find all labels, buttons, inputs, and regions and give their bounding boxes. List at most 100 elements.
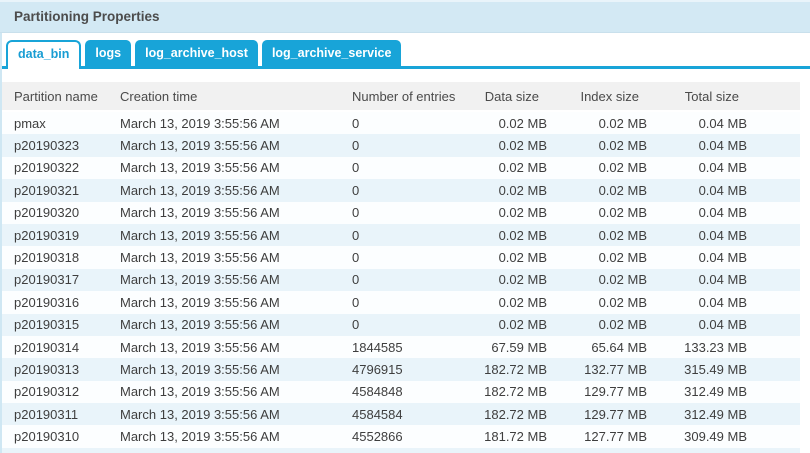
column-header-spacer	[751, 82, 800, 112]
table-cell: 0.02 MB	[598, 182, 647, 198]
table-cell: March 13, 2019 3:55:56 AM	[120, 250, 280, 266]
table-row[interactable]: p20190312 March 13, 2019 3:55:56 AM 458484…	[2, 380, 800, 404]
table-cell: 0.02 MB	[598, 272, 647, 288]
table-cell: 0.04 MB	[698, 272, 747, 288]
table-cell: 0.02 MB	[598, 205, 647, 221]
table-cell: March 13, 2019 3:55:56 AM	[120, 384, 280, 400]
table-row[interactable]: p20190320 March 13, 2019 3:55:56 AM 0 0.02 …	[2, 201, 800, 224]
table-row[interactable]: p20190311 March 13, 2019 3:55:56 AM 458458…	[2, 403, 800, 426]
table-cell: 129.77 MB	[584, 384, 647, 400]
table-cell: March 13, 2019 3:55:56 AM	[120, 317, 280, 333]
table-row[interactable]: pmax March 13, 2019 3:55:56 AM 0 0.02 MB 0.0…	[2, 111, 800, 135]
table-cell: 0.04 MB	[698, 317, 747, 333]
table-row[interactable]: p20190318 March 13, 2019 3:55:56 AM 0 0.02 …	[2, 246, 800, 269]
table-cell-spacer	[751, 224, 800, 246]
table-cell: March 13, 2019 3:55:56 AM	[120, 227, 280, 243]
table-cell: 0.02 MB	[598, 294, 647, 310]
table-cell-spacer	[751, 202, 800, 224]
table-cell: 0.02 MB	[498, 160, 547, 176]
table-cell: 0.04 MB	[698, 160, 747, 176]
table-cell: 4584584	[352, 406, 403, 422]
table-row[interactable]: p20190323 March 13, 2019 3:55:56 AM 0 0.02 …	[2, 134, 800, 157]
table-cell: p20190320	[14, 205, 80, 221]
table-cell-spacer	[751, 425, 800, 447]
table-cell: 133.23 MB	[684, 339, 747, 355]
table-cell: p20190317	[14, 272, 80, 288]
table-row[interactable]: p20190315 March 13, 2019 3:55:56 AM 0 0.02 …	[2, 313, 800, 336]
table-cell: 0.04 MB	[698, 182, 747, 198]
table-cell: 0	[352, 115, 360, 131]
table-cell: 0	[352, 138, 360, 154]
table-cell: 4796915	[352, 361, 403, 377]
table-row[interactable]: p20190313 March 13, 2019 3:55:56 AM 479691…	[2, 358, 800, 381]
tab-logs[interactable]: logs	[85, 40, 132, 66]
column-header-number-of-entries: Number of entries	[351, 82, 465, 112]
table-cell: 0	[352, 227, 360, 243]
table-cell: 0.04 MB	[698, 294, 747, 310]
table-cell: 0	[352, 250, 360, 266]
table-cell: p20190315	[14, 317, 80, 333]
table-cell: 0.02 MB	[598, 138, 647, 154]
table-cell: 182.72 MB	[484, 384, 547, 400]
tab-data_bin[interactable]: data_bin	[6, 40, 82, 69]
column-header-data-size: Data size	[465, 82, 551, 112]
table-cell: p20190313	[14, 361, 80, 377]
table-cell: 67.59 MB	[491, 339, 547, 355]
table-row[interactable]: p20190317 March 13, 2019 3:55:56 AM 0 0.02 …	[2, 268, 800, 292]
table-cell: 315.49 MB	[684, 361, 747, 377]
table-cell: 0.04 MB	[698, 138, 747, 154]
table-cell: 0.04 MB	[698, 115, 747, 131]
table-cell: 182.72 MB	[484, 361, 547, 377]
column-header-creation-time: Creation time	[120, 82, 351, 112]
tab-log_archive_service[interactable]: log_archive_service	[261, 40, 402, 66]
table-row[interactable]: p20190316 March 13, 2019 3:55:56 AM 0 0.02 …	[2, 291, 800, 314]
table-cell: March 13, 2019 3:55:56 AM	[120, 160, 280, 176]
tab-log_archive_host[interactable]: log_archive_host	[135, 40, 258, 66]
table-cell: 129.77 MB	[584, 406, 647, 422]
partition-table: Partition name Creation time Number of ent…	[2, 82, 800, 448]
table-cell: 65.64 MB	[591, 339, 647, 355]
table-cell: 0.02 MB	[498, 205, 547, 221]
table-cell-spacer	[751, 179, 800, 201]
table-cell: March 13, 2019 3:55:56 AM	[120, 339, 280, 355]
table-cell: 309.49 MB	[684, 429, 747, 445]
table-cell: p20190323	[14, 138, 80, 154]
table-cell-spacer	[751, 291, 800, 313]
table-cell: 0	[352, 182, 360, 198]
table-cell: 0	[352, 272, 360, 288]
table-row[interactable]: p20190314 March 13, 2019 3:55:56 AM 184458…	[2, 335, 800, 359]
table-cell: 0.02 MB	[498, 317, 547, 333]
table-row[interactable]: p20190310 March 13, 2019 3:55:56 AM 455286…	[2, 425, 800, 448]
table-cell: p20190319	[14, 227, 80, 243]
table-cell-spacer	[751, 269, 800, 291]
table-cell: 312.49 MB	[684, 406, 747, 422]
table-cell: 0.04 MB	[698, 227, 747, 243]
partial-next-row	[2, 447, 800, 453]
table-cell: pmax	[14, 115, 46, 131]
spacer	[2, 69, 810, 82]
table-row[interactable]: p20190319 March 13, 2019 3:55:56 AM 0 0.02 …	[2, 223, 800, 247]
table-cell: 0.02 MB	[598, 115, 647, 131]
table-row[interactable]: p20190322 March 13, 2019 3:55:56 AM 0 0.02 …	[2, 156, 800, 180]
table-cell: p20190310	[14, 429, 80, 445]
table-cell: p20190312	[14, 384, 80, 400]
table-cell: 312.49 MB	[684, 384, 747, 400]
table-cell: 0.02 MB	[598, 227, 647, 243]
table-cell: 0.04 MB	[698, 205, 747, 221]
table-cell: 1844585	[352, 339, 403, 355]
table-cell-spacer	[751, 314, 800, 336]
table-row[interactable]: p20190321 March 13, 2019 3:55:56 AM 0 0.02 …	[2, 179, 800, 202]
table-cell: 127.77 MB	[584, 429, 647, 445]
column-header-partition-name: Partition name	[2, 82, 120, 112]
table-cell: 0.02 MB	[498, 182, 547, 198]
table-cell: p20190316	[14, 294, 80, 310]
table-cell: March 13, 2019 3:55:56 AM	[120, 361, 280, 377]
table-cell: 0	[352, 294, 360, 310]
panel-title: Partitioning Properties	[0, 0, 810, 33]
table-header-row: Partition name Creation time Number of ent…	[2, 82, 800, 112]
table-cell-spacer	[751, 134, 800, 156]
table-cell: March 13, 2019 3:55:56 AM	[120, 138, 280, 154]
table-cell: March 13, 2019 3:55:56 AM	[120, 182, 280, 198]
table-body: pmax March 13, 2019 3:55:56 AM 0 0.02 MB 0.0…	[2, 111, 800, 448]
